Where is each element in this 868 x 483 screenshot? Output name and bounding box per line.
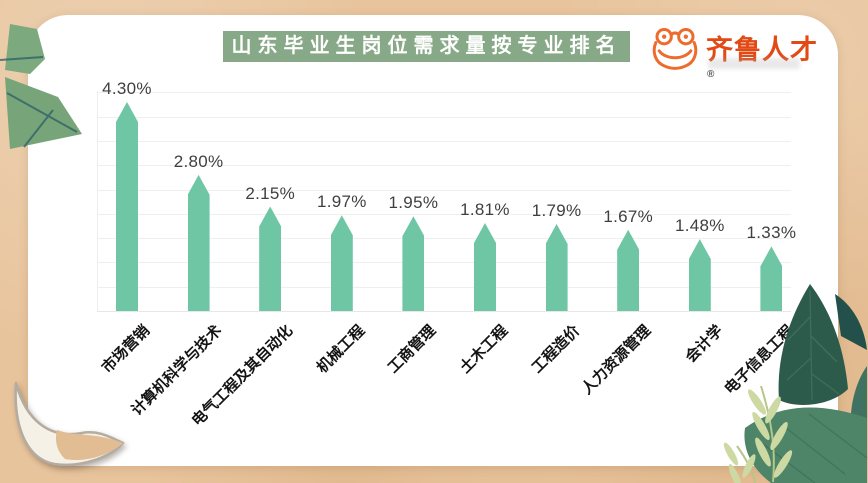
category-label: 人力资源管理 <box>578 322 655 398</box>
y-axis-line <box>97 91 98 311</box>
category-label: 机械工程 <box>313 322 368 377</box>
gridline <box>97 262 791 264</box>
bar-value-label: 1.97% <box>316 192 367 212</box>
bar-value-label: 1.67% <box>603 206 654 226</box>
tropical-leaves-icon <box>723 284 868 483</box>
gridline <box>97 213 791 215</box>
category-label: 工程造价 <box>528 322 583 377</box>
bar <box>259 206 282 311</box>
gridline <box>97 189 791 191</box>
bar <box>617 229 640 311</box>
bar <box>402 216 425 311</box>
bar <box>474 223 496 311</box>
bar <box>760 246 783 311</box>
registered-mark: ® <box>707 69 716 80</box>
category-label: 市场营销 <box>98 322 154 377</box>
x-axis-line <box>97 311 791 312</box>
gridline <box>97 286 791 288</box>
watermark-smudge <box>708 58 800 69</box>
bar <box>116 102 138 311</box>
gridline <box>97 165 791 167</box>
bar <box>330 215 353 311</box>
brand-name: 齐鲁人才 ® <box>706 28 820 98</box>
leaf-icon <box>0 24 82 149</box>
brand-logo: 齐鲁人才 ® <box>650 24 820 80</box>
gridline <box>97 116 791 118</box>
bar <box>545 224 568 311</box>
bar-value-label: 1.48% <box>674 216 725 236</box>
gridline <box>97 238 791 240</box>
bar <box>688 239 711 311</box>
bar-value-label: 1.81% <box>460 200 510 219</box>
bar-value-label: 1.95% <box>388 193 439 213</box>
category-label: 工商管理 <box>385 322 440 377</box>
bar <box>187 174 210 311</box>
brand-text: 齐鲁人才 <box>706 35 818 65</box>
bar-value-label: 1.79% <box>531 201 582 220</box>
chart-card <box>28 15 838 466</box>
bar-value-label: 4.30% <box>102 79 152 98</box>
gridline <box>97 92 791 94</box>
frog-icon <box>652 27 698 70</box>
bar-value-label: 1.33% <box>746 223 797 243</box>
gridline <box>97 140 791 142</box>
category-label: 土木工程 <box>456 322 512 377</box>
bar-value-label: 2.80% <box>173 151 224 171</box>
page-title: 山东毕业生岗位需求量按专业排名 <box>223 31 630 62</box>
page-curl-icon <box>14 381 125 467</box>
bar-value-label: 2.15% <box>245 183 296 203</box>
